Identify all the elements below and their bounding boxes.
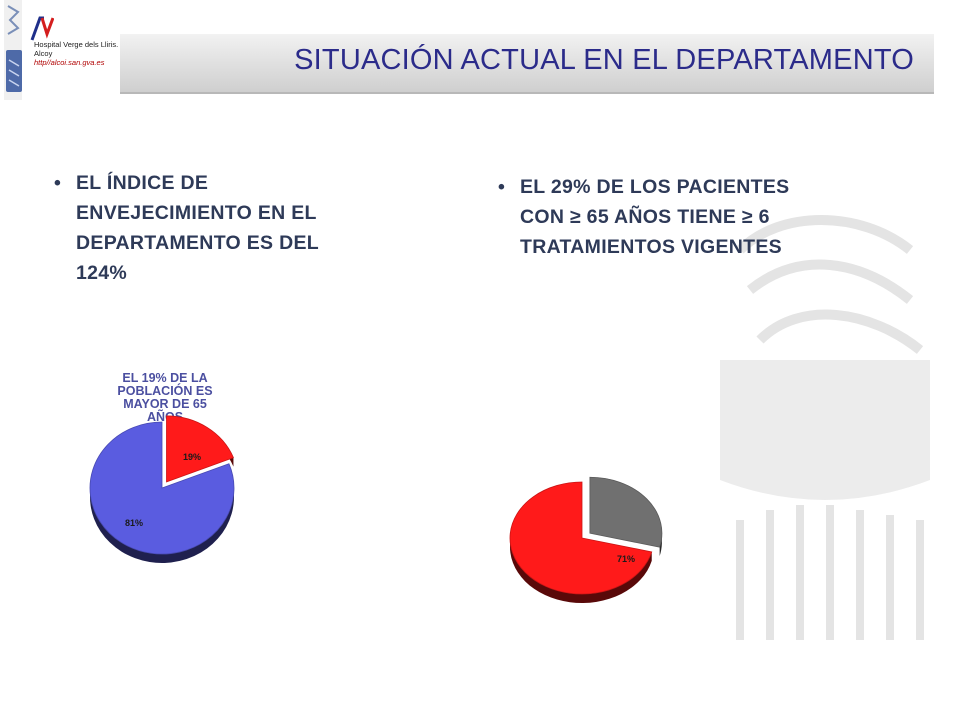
pie-slice-label: 19% [183, 452, 201, 462]
bullet-line: CON ≥ 65 AÑOS TIENE ≥ 6 [520, 206, 770, 228]
hospital-logo-block: Hospital Verge dels Lliris. Alcoy http//… [30, 8, 210, 72]
pie-svg: 29%71% [509, 476, 663, 603]
bullet-line: DEPARTAMENTO ES DEL [76, 232, 319, 254]
coat-of-arms-watermark [720, 215, 930, 640]
pie-slice [166, 415, 234, 483]
bullet-line: ENVEJECIMIENTO EN EL [76, 202, 317, 224]
pie-slice [509, 481, 653, 595]
hospital-name: Hospital Verge dels Lliris. [34, 40, 119, 49]
pie-svg: 19% 81% [89, 415, 235, 563]
chart-title-line: EL 19% DE LA [122, 371, 208, 385]
chart-title-line: MAYOR DE 65 [123, 397, 207, 411]
bullet-line: 124% [76, 262, 128, 284]
bullet-aging-index: • EL ÍNDICE DE ENVEJECIMIENTO EN EL DEPA… [54, 168, 416, 288]
hospital-city: Alcoy [34, 49, 53, 58]
page-title: SITUACIÓN ACTUAL EN EL DEPARTAMENTO [294, 44, 914, 76]
bullet-line: EL ÍNDICE DE [76, 172, 209, 194]
bullet-treatments: • EL 29% DE LOS PACIENTES CON ≥ 65 AÑOS … [498, 172, 920, 262]
title-bar: SITUACIÓN ACTUAL EN EL DEPARTAMENTO [120, 34, 934, 94]
generalitat-logo-icon [30, 16, 54, 41]
bullet-dot: • [54, 172, 62, 194]
bullet-dot: • [498, 176, 506, 198]
pie-slice-label: 81% [125, 518, 143, 528]
hospital-url: http//alcoi.san.gva.es [34, 58, 105, 67]
bullet-line: EL 29% DE LOS PACIENTES [520, 176, 790, 198]
pie-slice [89, 421, 235, 555]
population-pie-chart: EL 19% DE LA POBLACIÓN ES MAYOR DE 65 AÑ… [80, 372, 250, 572]
pie-slice [589, 476, 663, 548]
treatments-pie-chart: 29%71% [490, 470, 680, 610]
side-logo-strip [4, 0, 22, 100]
pie-slice-label: 71% [617, 554, 635, 564]
bullet-line: TRATAMIENTOS VIGENTES [520, 236, 782, 258]
chart-title-line: POBLACIÓN ES [117, 384, 213, 398]
